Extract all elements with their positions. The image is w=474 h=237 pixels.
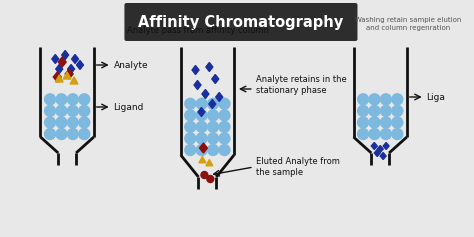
Text: Analyte retains in the
stationary phase: Analyte retains in the stationary phase: [256, 75, 346, 95]
Polygon shape: [374, 150, 380, 156]
Polygon shape: [76, 60, 83, 69]
Polygon shape: [198, 108, 205, 117]
Circle shape: [369, 117, 380, 128]
Circle shape: [196, 133, 207, 144]
Circle shape: [56, 105, 67, 116]
Polygon shape: [377, 146, 383, 152]
Circle shape: [219, 98, 230, 109]
Circle shape: [219, 110, 230, 121]
Circle shape: [381, 128, 392, 140]
Circle shape: [79, 94, 90, 105]
Polygon shape: [212, 74, 219, 83]
Circle shape: [381, 117, 392, 128]
Circle shape: [45, 128, 55, 140]
Polygon shape: [65, 69, 73, 79]
Circle shape: [208, 121, 219, 132]
Circle shape: [45, 105, 55, 116]
Circle shape: [79, 105, 90, 116]
Polygon shape: [209, 100, 216, 109]
Polygon shape: [380, 152, 386, 160]
Circle shape: [392, 94, 403, 105]
Text: Washing retain sample elution
and column regenration: Washing retain sample elution and column…: [355, 17, 461, 31]
Circle shape: [392, 128, 403, 140]
Polygon shape: [55, 75, 63, 82]
Polygon shape: [70, 77, 78, 84]
Circle shape: [208, 145, 219, 155]
Polygon shape: [194, 81, 201, 90]
Circle shape: [201, 172, 208, 178]
Polygon shape: [63, 72, 71, 79]
Circle shape: [219, 121, 230, 132]
Circle shape: [185, 145, 196, 155]
Circle shape: [381, 94, 392, 105]
Circle shape: [358, 94, 368, 105]
Polygon shape: [371, 142, 377, 150]
Polygon shape: [200, 143, 208, 153]
Circle shape: [45, 117, 55, 128]
Text: Liga: Liga: [427, 92, 446, 101]
Circle shape: [45, 94, 55, 105]
Circle shape: [208, 98, 219, 109]
Text: Analyte: Analyte: [114, 60, 148, 69]
Circle shape: [369, 105, 380, 116]
Circle shape: [358, 105, 368, 116]
Circle shape: [196, 145, 207, 155]
Polygon shape: [72, 55, 79, 64]
Polygon shape: [202, 90, 209, 99]
Polygon shape: [206, 160, 213, 166]
Polygon shape: [192, 65, 199, 74]
Circle shape: [196, 98, 207, 109]
Polygon shape: [216, 92, 223, 101]
Polygon shape: [62, 50, 69, 59]
Circle shape: [208, 133, 219, 144]
Circle shape: [79, 128, 90, 140]
Circle shape: [196, 121, 207, 132]
Circle shape: [185, 133, 196, 144]
Circle shape: [185, 98, 196, 109]
Circle shape: [185, 121, 196, 132]
Circle shape: [369, 128, 380, 140]
Circle shape: [196, 110, 207, 121]
Text: Analyte pass from affinity column: Analyte pass from affinity column: [127, 26, 268, 35]
Circle shape: [207, 176, 214, 182]
FancyBboxPatch shape: [125, 3, 357, 41]
Circle shape: [219, 145, 230, 155]
Circle shape: [358, 128, 368, 140]
Circle shape: [56, 128, 67, 140]
Circle shape: [219, 133, 230, 144]
Text: Eluted Analyte from
the sample: Eluted Analyte from the sample: [256, 157, 340, 177]
Text: Ligand: Ligand: [114, 102, 144, 111]
Circle shape: [67, 105, 78, 116]
Circle shape: [369, 94, 380, 105]
Text: Affinity Chromatography: Affinity Chromatography: [138, 14, 344, 29]
Polygon shape: [206, 63, 213, 72]
Circle shape: [67, 117, 78, 128]
Circle shape: [381, 105, 392, 116]
Circle shape: [56, 117, 67, 128]
Circle shape: [208, 110, 219, 121]
Circle shape: [56, 94, 67, 105]
Polygon shape: [54, 72, 61, 82]
Circle shape: [67, 128, 78, 140]
Circle shape: [358, 117, 368, 128]
Circle shape: [79, 117, 90, 128]
Circle shape: [185, 110, 196, 121]
Polygon shape: [68, 64, 74, 73]
Circle shape: [67, 94, 78, 105]
Polygon shape: [58, 57, 66, 67]
Polygon shape: [52, 55, 59, 64]
Polygon shape: [199, 156, 206, 163]
Circle shape: [392, 105, 403, 116]
Circle shape: [392, 117, 403, 128]
Polygon shape: [56, 64, 63, 73]
Polygon shape: [383, 142, 389, 150]
